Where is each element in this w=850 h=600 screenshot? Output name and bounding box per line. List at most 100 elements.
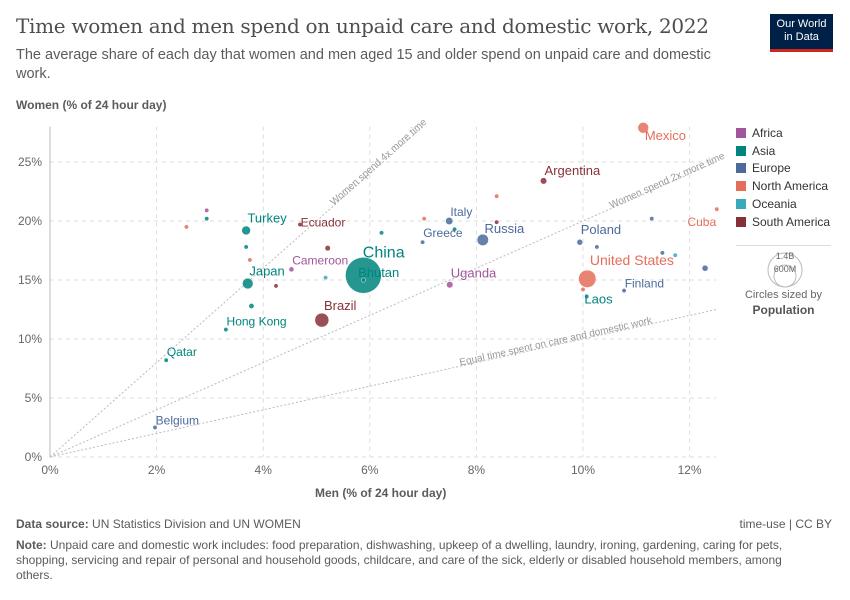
legend-swatch xyxy=(736,216,746,227)
data-point[interactable] xyxy=(323,275,329,281)
data-point[interactable] xyxy=(580,286,586,292)
reference-line xyxy=(49,161,717,458)
size-legend-caption: Circles sized by xyxy=(744,289,823,301)
data-point[interactable] xyxy=(345,257,382,294)
footer-license[interactable]: time-use | CC BY xyxy=(739,517,832,531)
legend-label: Europe xyxy=(752,161,791,176)
point-label: Italy xyxy=(450,205,472,219)
data-point[interactable] xyxy=(223,327,229,333)
x-tick-label: 2% xyxy=(148,463,166,477)
x-tick-label: 4% xyxy=(255,463,273,477)
footer-source: Data source: UN Statistics Division and … xyxy=(16,517,301,531)
legend-item-oceania[interactable]: Oceania xyxy=(736,197,797,211)
x-tick-label: 10% xyxy=(571,463,595,477)
point-label: Mexico xyxy=(645,128,686,143)
point-label: Turkey xyxy=(247,210,287,225)
point-label: Brazil xyxy=(324,298,357,313)
reference-line xyxy=(49,126,424,458)
legend-item-north-america[interactable]: North America xyxy=(736,179,828,193)
source-label: Data source: xyxy=(16,517,89,531)
data-point[interactable] xyxy=(576,239,584,246)
point-label: Japan xyxy=(249,264,284,279)
point-label: Laos xyxy=(584,292,613,307)
data-point[interactable] xyxy=(324,245,331,252)
size-small-label: 600M xyxy=(774,264,797,274)
legend-divider xyxy=(736,245,831,246)
data-point[interactable] xyxy=(637,122,649,134)
data-point[interactable] xyxy=(379,230,384,236)
data-point[interactable] xyxy=(540,177,548,185)
legend-item-europe[interactable]: Europe xyxy=(736,161,791,175)
data-point[interactable] xyxy=(243,244,249,250)
legend-item-africa[interactable]: Africa xyxy=(736,126,783,140)
data-point[interactable] xyxy=(494,193,500,199)
owid-logo[interactable]: Our World in Data xyxy=(770,14,833,52)
chart-subtitle: The average share of each day that women… xyxy=(16,47,711,82)
data-point[interactable] xyxy=(584,294,590,299)
legend-swatch xyxy=(736,128,746,138)
data-point[interactable] xyxy=(476,233,489,246)
data-point[interactable] xyxy=(420,239,426,245)
point-label: Greece xyxy=(423,226,463,240)
data-point[interactable] xyxy=(241,225,251,236)
size-legend-variable: Population xyxy=(752,303,815,317)
data-point[interactable] xyxy=(248,303,255,309)
reference-line-label: Women spend 4x more time xyxy=(328,117,429,208)
point-label: Russia xyxy=(485,221,526,236)
data-point[interactable] xyxy=(247,257,253,263)
data-point[interactable] xyxy=(360,277,366,283)
x-tick-label: 12% xyxy=(678,463,702,477)
data-point[interactable] xyxy=(714,206,720,212)
data-point[interactable] xyxy=(672,252,678,258)
footer-note: Note: Unpaid care and domestic work incl… xyxy=(16,538,816,583)
x-axis-label: Men (% of 24 hour day) xyxy=(315,486,447,500)
data-point[interactable] xyxy=(621,288,627,294)
point-label: Belgium xyxy=(156,414,199,428)
y-tick-label: 20% xyxy=(18,214,42,228)
x-tick-label: 0% xyxy=(41,463,59,477)
data-point[interactable] xyxy=(578,269,597,288)
note-text: Unpaid care and domestic work includes: … xyxy=(16,538,783,582)
data-point[interactable] xyxy=(494,219,500,225)
legend-item-asia[interactable]: Asia xyxy=(736,144,775,158)
data-point[interactable] xyxy=(701,264,709,272)
data-point[interactable] xyxy=(446,281,454,289)
data-point[interactable] xyxy=(297,222,303,227)
data-point[interactable] xyxy=(452,226,457,232)
source-text[interactable]: UN Statistics Division and UN WOMEN xyxy=(92,517,301,531)
data-point[interactable] xyxy=(152,425,158,430)
reference-line-label: Women spend 2x more time xyxy=(608,150,727,211)
legend-swatch xyxy=(736,198,746,209)
data-point[interactable] xyxy=(314,312,330,328)
y-tick-label: 10% xyxy=(18,332,42,346)
y-tick-label: 5% xyxy=(25,391,43,405)
data-point[interactable] xyxy=(421,216,427,222)
data-point[interactable] xyxy=(445,217,454,225)
data-point[interactable] xyxy=(163,357,169,363)
data-point[interactable] xyxy=(649,216,655,222)
point-label: Poland xyxy=(581,222,621,237)
note-label: Note: xyxy=(16,538,47,552)
point-label: Ecuador xyxy=(301,216,346,230)
legend-item-south-america[interactable]: South America xyxy=(736,215,830,229)
legend-swatch xyxy=(736,163,746,174)
legend-label: North America xyxy=(752,179,829,194)
data-point[interactable] xyxy=(242,277,254,290)
logo-line-1: Our World xyxy=(776,18,827,30)
point-label: Qatar xyxy=(167,345,197,359)
legend-label: Asia xyxy=(752,143,776,158)
point-label: Finland xyxy=(625,277,664,291)
data-point[interactable] xyxy=(204,216,210,222)
legend-swatch xyxy=(736,181,746,192)
data-point[interactable] xyxy=(288,266,295,273)
data-point[interactable] xyxy=(273,283,279,289)
y-axis-label: Women (% of 24 hour day) xyxy=(16,98,167,112)
data-point[interactable] xyxy=(183,224,189,230)
point-label: China xyxy=(363,244,405,261)
data-point[interactable] xyxy=(204,207,210,213)
legend-label: Oceania xyxy=(752,196,797,211)
data-point[interactable] xyxy=(594,244,600,250)
data-point[interactable] xyxy=(659,250,665,256)
legend-label: Africa xyxy=(752,126,783,140)
